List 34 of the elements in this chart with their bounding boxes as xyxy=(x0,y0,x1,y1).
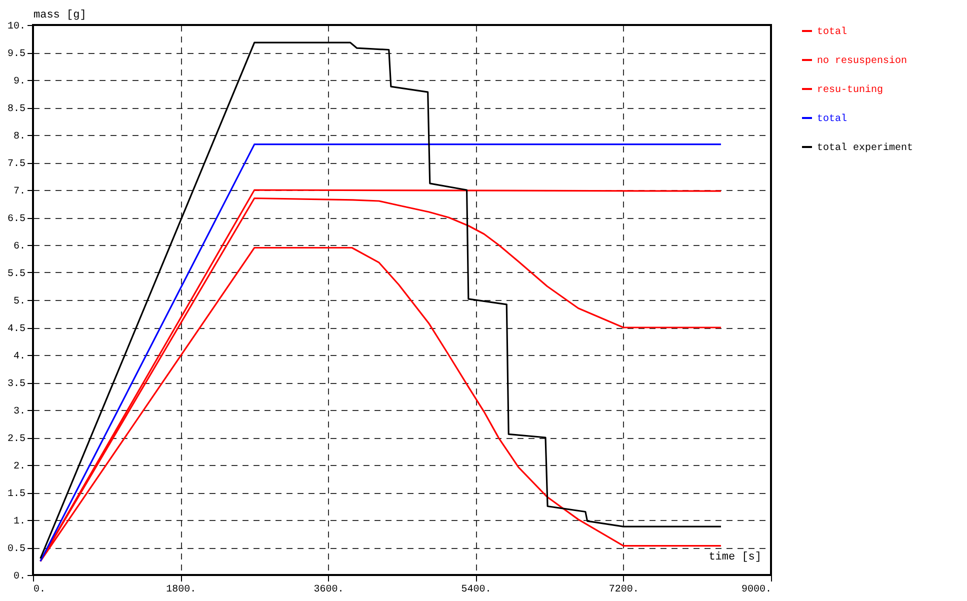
y-tick-label: 4.5 xyxy=(7,324,26,335)
legend-label: total xyxy=(817,113,848,125)
y-tick-label: 6. xyxy=(13,242,26,252)
x-tick-label: 7200. xyxy=(608,584,639,596)
y-tick-label: 1. xyxy=(13,516,26,528)
y-tick-label: 7.5 xyxy=(7,159,26,170)
y-tick-label: 0.5 xyxy=(7,544,26,555)
y-tick-label: 10. xyxy=(7,22,26,32)
legend-label: resu-tuning xyxy=(817,84,884,96)
y-tick-label: 2.5 xyxy=(7,434,26,445)
y-axis-title: mass [g] xyxy=(34,10,86,22)
y-tick-label: 5.5 xyxy=(7,269,26,280)
legend-label: no resuspension xyxy=(817,55,908,67)
y-tick-label: 0. xyxy=(13,572,26,582)
y-tick-label: 8. xyxy=(13,132,26,142)
legend-label: total xyxy=(817,26,848,38)
x-tick-label: 5400. xyxy=(461,584,492,596)
x-tick-label: 3600. xyxy=(314,584,344,596)
y-tick-label: 3. xyxy=(13,406,26,418)
y-tick-label: 3.5 xyxy=(7,379,26,390)
y-tick-label: 9. xyxy=(13,76,26,88)
y-tick-label: 5. xyxy=(13,296,26,308)
y-tick-label: 1.5 xyxy=(7,489,26,500)
y-tick-label: 9.5 xyxy=(7,49,26,60)
x-tick-label: 1800. xyxy=(166,584,196,596)
y-tick-label: 7. xyxy=(13,186,26,198)
y-tick-label: 2. xyxy=(13,462,26,472)
y-tick-label: 4. xyxy=(13,352,26,362)
legend-label: total experiment xyxy=(817,142,914,154)
x-tick-label: 0. xyxy=(34,584,46,596)
x-axis-title: time [s] xyxy=(708,552,762,564)
y-tick-label: 8.5 xyxy=(7,104,26,115)
y-tick-label: 6.5 xyxy=(7,214,26,225)
x-tick-label: 9000. xyxy=(741,584,772,596)
